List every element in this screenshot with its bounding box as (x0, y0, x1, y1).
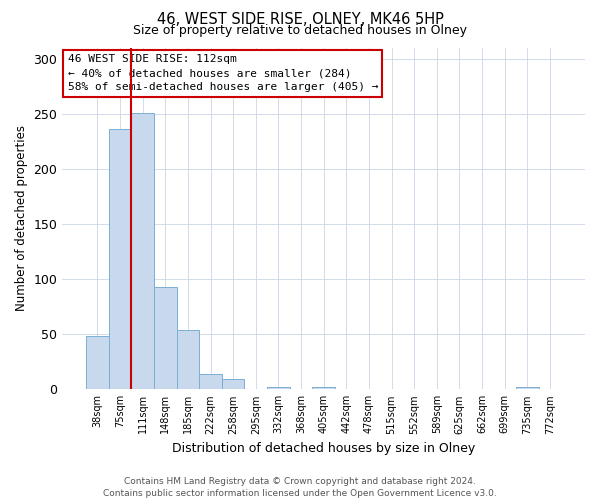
Text: Size of property relative to detached houses in Olney: Size of property relative to detached ho… (133, 24, 467, 37)
Y-axis label: Number of detached properties: Number of detached properties (15, 126, 28, 312)
Bar (267, 387, 290, 390)
Bar (222, 380, 244, 390)
Text: 46 WEST SIDE RISE: 112sqm
← 40% of detached houses are smaller (284)
58% of semi: 46 WEST SIDE RISE: 112sqm ← 40% of detac… (68, 54, 378, 92)
Text: Contains HM Land Registry data © Crown copyright and database right 2024.
Contai: Contains HM Land Registry data © Crown c… (103, 476, 497, 498)
Bar (154, 287, 176, 390)
Bar (86, 336, 109, 390)
X-axis label: Distribution of detached houses by size in Olney: Distribution of detached houses by size … (172, 442, 475, 455)
Text: 46, WEST SIDE RISE, OLNEY, MK46 5HP: 46, WEST SIDE RISE, OLNEY, MK46 5HP (157, 12, 443, 28)
Bar (131, 112, 154, 390)
Bar (176, 330, 199, 390)
Bar (313, 387, 335, 390)
Bar (109, 129, 131, 390)
Bar (516, 387, 539, 390)
Bar (199, 374, 222, 390)
